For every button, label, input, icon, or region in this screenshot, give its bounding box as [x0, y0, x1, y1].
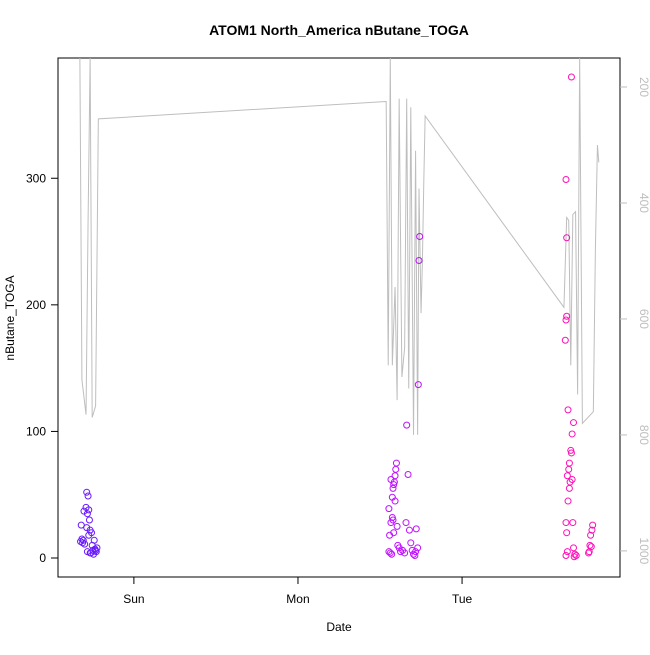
y-tick-label: 0	[39, 551, 46, 565]
data-point	[387, 476, 395, 484]
x-tick-label: Tue	[452, 592, 473, 606]
data-point	[85, 531, 93, 539]
data-point	[562, 551, 570, 559]
data-point	[414, 381, 422, 389]
data-point	[563, 529, 571, 537]
data-point	[385, 505, 393, 513]
y2-tick-label: 1000	[637, 538, 650, 565]
data-point	[586, 541, 594, 549]
data-point	[81, 540, 89, 548]
data-point	[83, 488, 91, 496]
data-point	[565, 465, 573, 473]
data-point	[568, 430, 576, 438]
y2-tick-label: 400	[637, 193, 650, 213]
data-point	[587, 531, 595, 539]
x-tick-label: Sun	[123, 592, 144, 606]
y2-tick-label: 800	[637, 425, 650, 445]
data-point	[563, 472, 571, 480]
plot-frame	[57, 57, 621, 578]
data-point	[403, 421, 411, 429]
data-point	[588, 526, 596, 534]
data-point	[570, 419, 578, 427]
data-point	[85, 506, 93, 514]
data-point	[570, 544, 578, 552]
data-point	[563, 312, 571, 320]
data-point	[568, 476, 576, 484]
data-point	[386, 549, 394, 557]
data-point	[570, 553, 578, 561]
data-point	[79, 536, 87, 544]
data-point	[86, 549, 94, 557]
x-tick-label: Mon	[286, 592, 309, 606]
data-point	[563, 548, 571, 556]
data-point	[390, 529, 398, 537]
data-point	[562, 176, 570, 184]
data-point	[412, 525, 420, 533]
data-point	[561, 336, 569, 344]
data-point	[567, 73, 575, 81]
data-point	[404, 470, 412, 478]
y-axis-label: nButane_TOGA	[3, 275, 17, 360]
data-point	[562, 316, 570, 324]
data-point	[565, 484, 573, 492]
y2-tick-label: 200	[637, 77, 650, 97]
data-point	[565, 459, 573, 467]
data-point	[83, 510, 91, 518]
data-point	[85, 516, 93, 524]
y-tick-label: 300	[26, 171, 46, 185]
data-point	[416, 232, 424, 240]
data-point	[389, 484, 397, 492]
data-point	[84, 492, 92, 500]
data-point	[77, 521, 85, 529]
data-point	[389, 516, 397, 524]
data-point	[569, 519, 577, 527]
data-point	[564, 497, 572, 505]
data-point	[564, 406, 572, 414]
chart-title: ATOM1 North_America nButane_TOGA	[209, 22, 469, 38]
data-point	[415, 257, 423, 265]
y2-tick-label: 600	[637, 309, 650, 329]
data-point	[563, 234, 571, 242]
data-point	[567, 449, 575, 457]
data-point	[585, 549, 593, 557]
data-point	[392, 459, 400, 467]
data-point	[414, 544, 422, 552]
data-point	[411, 551, 419, 559]
y-tick-label: 200	[26, 298, 46, 312]
data-point	[587, 543, 595, 551]
data-point	[402, 519, 410, 527]
data-point	[90, 536, 98, 544]
y-tick-label: 100	[26, 424, 46, 438]
x-axis-label: Date	[326, 620, 352, 634]
data-point	[589, 521, 597, 529]
data-point	[388, 550, 396, 558]
data-point	[391, 497, 399, 505]
data-point	[407, 539, 415, 547]
data-point	[393, 522, 401, 530]
data-point	[405, 526, 413, 534]
data-point	[562, 519, 570, 527]
data-point	[412, 548, 420, 556]
data-point	[401, 549, 409, 557]
pressure-line	[79, 58, 600, 435]
data-point	[392, 465, 400, 473]
data-point	[92, 546, 100, 554]
